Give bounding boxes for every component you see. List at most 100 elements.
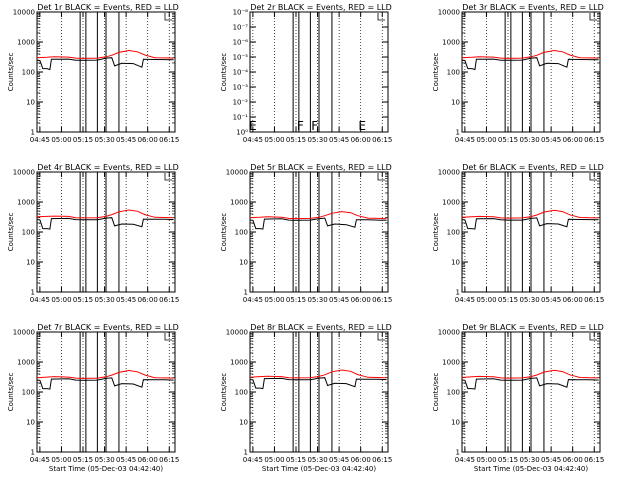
y-tick-label: 1000 [442, 39, 460, 47]
y-tick-label: 10000 [438, 169, 460, 177]
series-events [36, 57, 174, 71]
x-axis-label: Start Time (05-Dec-03 04:42:40) [474, 465, 588, 473]
y-tick-label: 10⁻⁴ [233, 69, 249, 77]
x-tick-label: 04:45 [455, 456, 475, 464]
series-events [36, 217, 174, 230]
y-tick-label: 10 [239, 259, 248, 267]
y-axis-label: Counts/sec [220, 373, 228, 412]
x-tick-label: 06:15 [159, 136, 179, 144]
x-tick-label: 05:15 [286, 136, 306, 144]
panel-det-4: 04:45 05:00 05:15 05:30 05:45 06:00 06:15 1 10 10… [7, 163, 179, 304]
y-tick-label: 10000 [13, 329, 35, 337]
panel-det-5: 04:45 05:00 05:15 05:30 05:45 06:00 06:15 1 10 10… [220, 163, 392, 304]
y-tick-label: 100 [235, 229, 248, 237]
x-tick-label: 05:15 [73, 136, 93, 144]
x-tick-label: 05:45 [116, 296, 136, 304]
x-axis-label: Start Time (05-Dec-03 04:42:40) [262, 465, 376, 473]
y-axis-label: Counts/sec [7, 53, 15, 92]
x-tick-label: 05:45 [541, 296, 561, 304]
x-tick-label: 06:00 [138, 136, 158, 144]
y-tick-label: 100 [22, 229, 35, 237]
panel-title: Det 7r BLACK = Events, RED = LLD [37, 323, 179, 332]
y-tick-label: 10⁻⁶ [233, 39, 249, 47]
x-tick-label: 05:00 [264, 136, 284, 144]
panel-title: Det 3r BLACK = Events, RED = LLD [462, 3, 604, 12]
series-lld [36, 209, 174, 219]
x-tick-label: 05:15 [286, 296, 306, 304]
y-tick-label: 10000 [13, 169, 35, 177]
panel-title: Det 6r BLACK = Events, RED = LLD [462, 163, 604, 172]
y-tick-label: 10 [26, 419, 35, 427]
y-tick-label: 100 [22, 389, 35, 397]
y-tick-label: 1000 [17, 39, 35, 47]
x-tick-label: 06:00 [351, 456, 371, 464]
x-tick-label: 05:30 [94, 456, 114, 464]
flag-letter: E [249, 119, 257, 133]
y-tick-label: 1000 [17, 199, 35, 207]
x-tick-label: 05:00 [476, 296, 496, 304]
panel-title: Det 8r BLACK = Events, RED = LLD [250, 323, 392, 332]
y-axis-label: Counts/sec [432, 213, 440, 252]
x-tick-label: 06:00 [563, 296, 583, 304]
corner-bracket [164, 173, 172, 181]
panel-det-1: 04:45 05:00 05:15 05:30 05:45 06:00 06:15 1 10 10… [7, 3, 179, 144]
series-lld [461, 49, 599, 59]
x-tick-label: 05:15 [73, 296, 93, 304]
series-lld [36, 49, 174, 59]
y-tick-label: 10000 [226, 329, 248, 337]
x-tick-label: 05:00 [264, 296, 284, 304]
y-tick-label: 10 [239, 419, 248, 427]
y-tick-label: 1 [31, 289, 35, 297]
panel-det-6: 04:45 05:00 05:15 05:30 05:45 06:00 06:15 1 10 10… [432, 163, 604, 304]
series-lld [461, 209, 599, 219]
series-events [36, 377, 174, 390]
x-tick-label: 05:30 [307, 296, 327, 304]
y-tick-label: 1 [244, 289, 248, 297]
x-tick-label: 04:45 [243, 136, 263, 144]
y-tick-label: 1 [31, 129, 35, 137]
y-tick-label: 1000 [442, 199, 460, 207]
series-events [461, 217, 599, 230]
series-events [461, 377, 599, 390]
x-tick-label: 05:00 [264, 456, 284, 464]
y-axis-label: Counts/sec [7, 213, 15, 252]
series-lld [249, 369, 387, 379]
x-tick-label: 04:45 [455, 296, 475, 304]
x-tick-label: 05:45 [116, 456, 136, 464]
panel-det-2: 04:45 05:00 05:15 05:30 05:45 06:00 06:15 10⁰ 10… [220, 3, 392, 144]
corner-bracket [589, 173, 597, 181]
y-tick-label: 100 [235, 389, 248, 397]
x-tick-label: 05:15 [498, 296, 518, 304]
x-tick-label: 05:30 [519, 296, 539, 304]
series-events [249, 217, 387, 230]
corner-bracket [164, 13, 172, 21]
y-tick-label: 10 [451, 99, 460, 107]
panel-det-9: 04:45 05:00 05:15 05:30 05:45 06:00 06:15 1 10 10… [432, 323, 604, 473]
x-tick-label: 06:00 [138, 456, 158, 464]
x-tick-label: 05:15 [73, 456, 93, 464]
flag-letter: F [297, 119, 304, 133]
panel-title: Det 1r BLACK = Events, RED = LLD [37, 3, 179, 12]
corner-bracket [377, 333, 385, 341]
x-tick-label: 06:00 [563, 456, 583, 464]
x-tick-label: 05:30 [307, 136, 327, 144]
y-tick-label: 10000 [438, 9, 460, 17]
series-events [461, 57, 599, 71]
x-tick-label: 05:45 [541, 456, 561, 464]
y-tick-label: 1000 [17, 359, 35, 367]
y-axis-label: Counts/sec [7, 373, 15, 412]
y-tick-label: 10 [451, 259, 460, 267]
x-tick-label: 05:30 [94, 136, 114, 144]
x-axis-label: Start Time (05-Dec-03 04:42:40) [49, 465, 163, 473]
y-tick-label: 1 [244, 449, 248, 457]
series-lld [461, 369, 599, 379]
corner-bracket [377, 173, 385, 181]
x-tick-label: 05:45 [329, 456, 349, 464]
x-tick-label: 06:15 [159, 296, 179, 304]
x-tick-label: 05:30 [307, 456, 327, 464]
x-tick-label: 06:00 [351, 136, 371, 144]
x-tick-label: 05:45 [329, 136, 349, 144]
x-tick-label: 04:45 [30, 136, 50, 144]
y-tick-label: 10 [26, 99, 35, 107]
y-tick-label: 10⁻⁸ [233, 9, 249, 17]
